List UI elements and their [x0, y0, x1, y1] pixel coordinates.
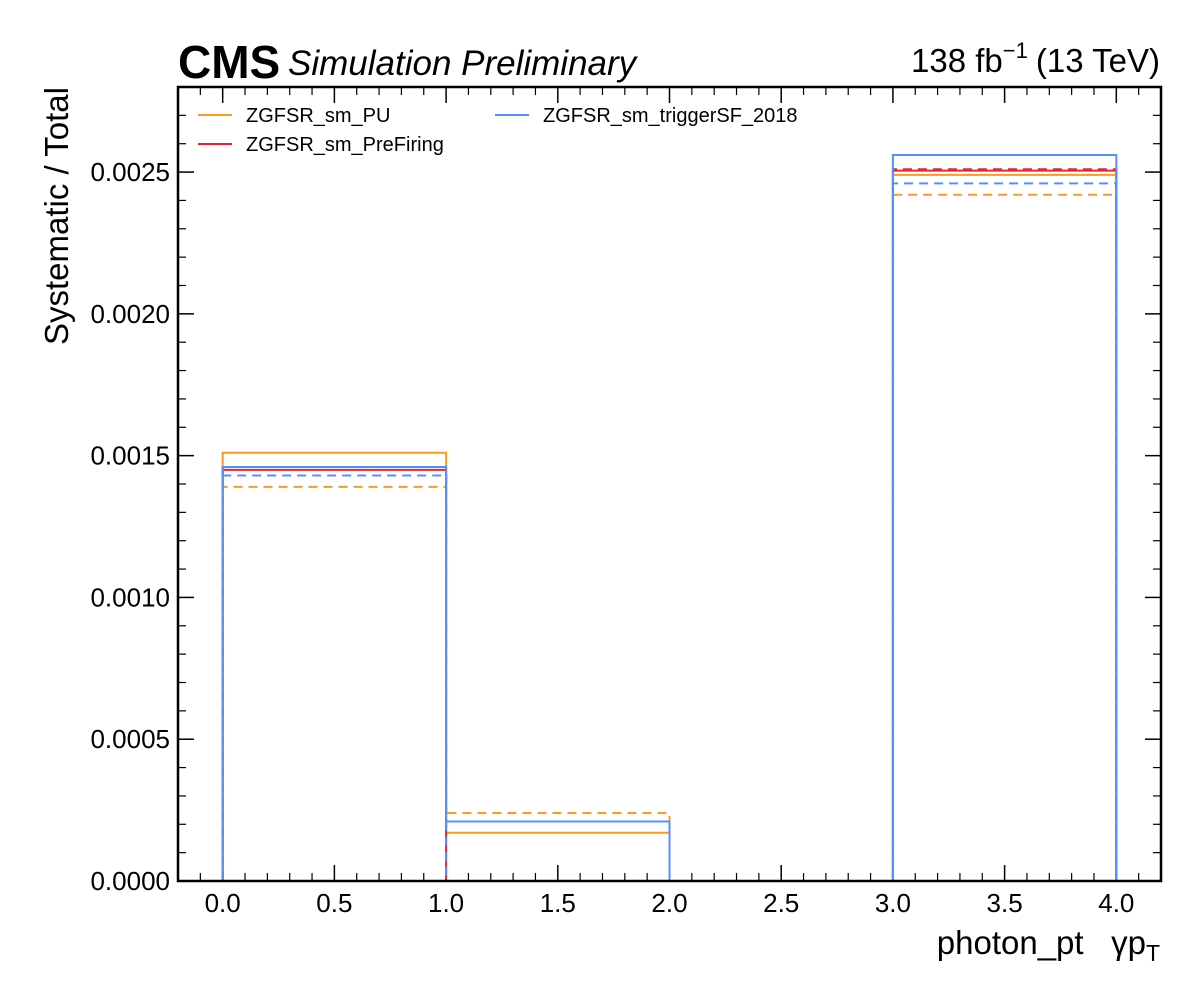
tick-labels: 0.0 0.5 1.0 1.5 2.0 2.5 3.0 3.5 4.0 0.0000 0.0005 0…: [90, 157, 1134, 918]
x-axis-label-main: photon_pt γp: [937, 924, 1146, 961]
lumi-exponent: −1: [1003, 38, 1028, 63]
y-tick-label: 0.0020: [90, 299, 170, 329]
lumi-value: 138 fb: [911, 42, 1003, 79]
x-axis-label: photon_pt γpT: [937, 924, 1160, 966]
legend-item: ZGFSR_sm_triggerSF_2018: [495, 105, 798, 127]
x-tick-label: 4.0: [1098, 888, 1134, 918]
energy-label: (13 TeV): [1036, 42, 1160, 79]
axis-ticks: [178, 87, 1162, 882]
experiment-label: CMS: [178, 36, 280, 88]
legend-label: ZGFSR_sm_PU: [246, 105, 390, 127]
y-tick-label: 0.0005: [90, 724, 170, 754]
x-tick-label: 0.0: [205, 888, 241, 918]
series-zgfsr-sm-prefiring: [221, 168, 1118, 882]
x-tick-label: 0.5: [316, 888, 352, 918]
series-zgfsr-sm-triggersf-2018: [221, 154, 1118, 882]
series-down-line: [221, 182, 1118, 882]
x-tick-label: 3.0: [875, 888, 911, 918]
legend-label: ZGFSR_sm_triggerSF_2018: [543, 105, 798, 127]
series-up-line: [221, 154, 1118, 882]
series-down-line: [221, 168, 1118, 882]
series-layer: [221, 154, 1118, 882]
y-tick-label: 0.0000: [90, 866, 170, 896]
x-tick-label: 3.5: [987, 888, 1023, 918]
x-axis-label-subscript: T: [1146, 940, 1160, 966]
lumi-label: 138 fb−1 (13 TeV): [911, 38, 1160, 79]
series-zgfsr-sm-pu: [221, 173, 1118, 882]
legend-item: ZGFSR_sm_PU: [198, 105, 390, 127]
legend-item: ZGFSR_sm_PreFiring: [198, 134, 444, 156]
axes-frame: [176, 85, 1163, 883]
series-down-line: [221, 193, 1118, 882]
x-tick-label: 1.0: [428, 888, 464, 918]
x-tick-label: 2.5: [763, 888, 799, 918]
legend-label: ZGFSR_sm_PreFiring: [246, 134, 444, 156]
legend: ZGFSR_sm_PU ZGFSR_sm_PreFiring ZGFSR_sm_tr…: [198, 105, 798, 156]
x-tick-label: 1.5: [540, 888, 576, 918]
series-up-line: [221, 169, 1118, 882]
y-tick-label: 0.0010: [90, 582, 170, 612]
y-axis-label: Systematic / Total: [38, 87, 75, 345]
x-tick-label: 2.0: [651, 888, 687, 918]
status-label: Simulation Preliminary: [288, 44, 639, 83]
series-up-line: [221, 173, 1118, 882]
y-tick-label: 0.0025: [90, 157, 170, 187]
y-tick-label: 0.0015: [90, 441, 170, 471]
